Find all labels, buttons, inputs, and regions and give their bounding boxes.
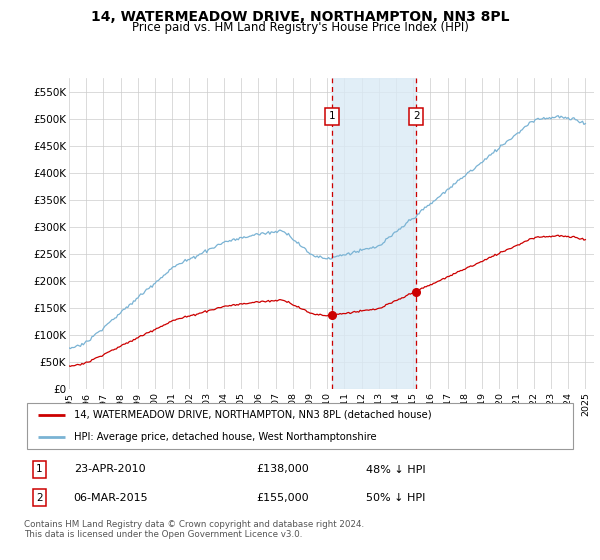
Text: 06-MAR-2015: 06-MAR-2015 [74, 493, 148, 503]
Text: 50% ↓ HPI: 50% ↓ HPI [366, 493, 425, 503]
Text: Contains HM Land Registry data © Crown copyright and database right 2024.
This d: Contains HM Land Registry data © Crown c… [24, 520, 364, 539]
Text: 2: 2 [36, 493, 43, 503]
Text: 14, WATERMEADOW DRIVE, NORTHAMPTON, NN3 8PL (detached house): 14, WATERMEADOW DRIVE, NORTHAMPTON, NN3 … [74, 410, 431, 420]
Text: 14, WATERMEADOW DRIVE, NORTHAMPTON, NN3 8PL: 14, WATERMEADOW DRIVE, NORTHAMPTON, NN3 … [91, 10, 509, 24]
Text: 1: 1 [329, 111, 335, 121]
Text: Price paid vs. HM Land Registry's House Price Index (HPI): Price paid vs. HM Land Registry's House … [131, 21, 469, 34]
FancyBboxPatch shape [27, 404, 573, 449]
Bar [332, 78, 416, 389]
Text: 23-APR-2010: 23-APR-2010 [74, 464, 145, 474]
Text: HPI: Average price, detached house, West Northamptonshire: HPI: Average price, detached house, West… [74, 432, 376, 442]
Text: 48% ↓ HPI: 48% ↓ HPI [366, 464, 426, 474]
Text: £138,000: £138,000 [256, 464, 308, 474]
Text: £155,000: £155,000 [256, 493, 308, 503]
Text: 2: 2 [413, 111, 419, 121]
Text: 1: 1 [36, 464, 43, 474]
